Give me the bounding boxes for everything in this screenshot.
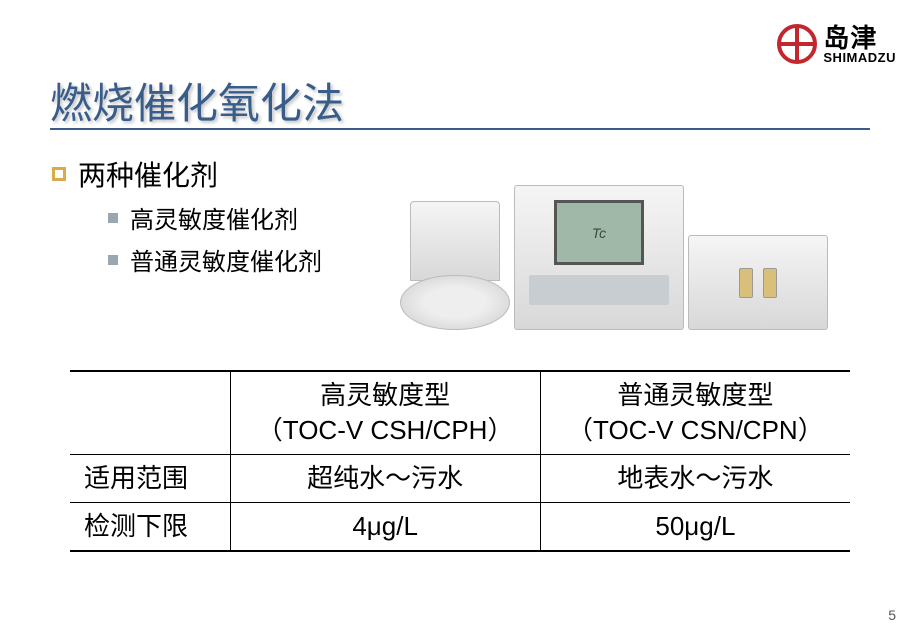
table-cell: 4μg/L (230, 503, 540, 552)
bullet-fill-icon (108, 213, 118, 223)
brand-name-en: SHIMADZU (823, 51, 896, 64)
table-row-label: 适用范围 (70, 455, 230, 503)
table-row: 检测下限 4μg/L 50μg/L (70, 503, 850, 552)
autosampler-unit (400, 201, 510, 330)
side-module-unit (688, 235, 828, 330)
brand-logo: 岛津 SHIMADZU (777, 24, 896, 64)
bullet-item-0: 高灵敏度催化剂 (130, 200, 298, 235)
bullet-fill-icon (108, 255, 118, 265)
main-analyzer-unit: Tc (514, 185, 684, 330)
table-cell: 地表水～污水 (540, 455, 850, 503)
comparison-table: 高灵敏度型 （TOC-V CSH/CPH） 普通灵敏度型 （TOC-V CSN/… (70, 370, 850, 552)
bullet-level2: 高灵敏度催化剂 (108, 200, 298, 235)
analyzer-screen: Tc (554, 200, 644, 265)
table-col-header: 普通灵敏度型 （TOC-V CSN/CPN） (540, 371, 850, 455)
table-cell: 超纯水～污水 (230, 455, 540, 503)
table-row-label: 检测下限 (70, 503, 230, 552)
bullet-level2: 普通灵敏度催化剂 (108, 242, 322, 277)
bullet-item-1: 普通灵敏度催化剂 (130, 242, 322, 277)
table-cell: 50μg/L (540, 503, 850, 552)
bullet-open-icon (52, 167, 66, 181)
analyzer-keypad (529, 275, 669, 305)
bullet-level1: 两种催化剂 (52, 154, 218, 194)
table-header-row: 高灵敏度型 （TOC-V CSH/CPH） 普通灵敏度型 （TOC-V CSN/… (70, 371, 850, 455)
table-col-header: 高灵敏度型 （TOC-V CSH/CPH） (230, 371, 540, 455)
table-row: 适用范围 超纯水～污水 地表水～污水 (70, 455, 850, 503)
page-number: 5 (888, 607, 896, 623)
brand-name-cn: 岛津 (823, 25, 896, 51)
shimadzu-icon (777, 24, 817, 64)
slide-title: 燃烧催化氧化法 (50, 70, 344, 131)
instrument-illustration: Tc (400, 175, 830, 330)
table-corner-cell (70, 371, 230, 455)
bullet-h1-text: 两种催化剂 (78, 154, 218, 194)
title-underline (50, 128, 870, 130)
